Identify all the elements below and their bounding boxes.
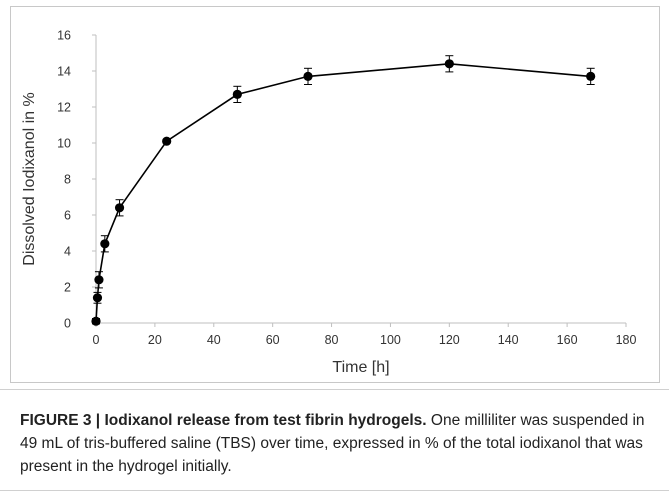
x-ticks: 0 20 40 60 80 100 120 140 160 180 xyxy=(93,323,637,347)
y-tick-label: 10 xyxy=(57,137,71,151)
x-tick-label: 60 xyxy=(266,333,280,347)
series-polyline xyxy=(95,62,591,322)
y-tick-label: 16 xyxy=(57,29,71,43)
x-tick-label: 140 xyxy=(498,333,519,347)
series-line xyxy=(95,62,591,322)
y-tick-label: 0 xyxy=(64,317,71,331)
data-point xyxy=(92,293,103,303)
data-point xyxy=(91,316,101,326)
y-tick-label: 6 xyxy=(64,209,71,223)
data-point xyxy=(232,89,242,99)
y-ticks: 0 2 4 6 8 10 12 14 16 xyxy=(57,29,96,331)
figure-caption-text: One milliliter was suspended in 49 mL of… xyxy=(20,412,645,475)
y-tick-label: 14 xyxy=(57,65,71,79)
x-tick-label: 180 xyxy=(616,333,637,347)
data-point xyxy=(114,203,125,213)
y-tick-label: 12 xyxy=(57,101,71,115)
y-tick-label: 4 xyxy=(64,245,71,259)
caption-divider xyxy=(0,389,669,390)
x-tick-label: 160 xyxy=(557,333,578,347)
data-point xyxy=(100,239,110,249)
chart-frame xyxy=(10,6,660,383)
error-bars xyxy=(92,55,595,325)
figure-title: Iodixanol release from test fibrin hydro… xyxy=(100,412,427,429)
x-tick-label: 0 xyxy=(93,333,100,347)
x-tick-label: 120 xyxy=(439,333,460,347)
chart: 0 2 4 6 8 10 12 14 16 0 20 40 60 80 100 120 140 160 180 T… xyxy=(21,29,637,377)
x-tick-label: 20 xyxy=(148,333,162,347)
figure-label: FIGURE 3 | xyxy=(20,412,101,429)
x-tick-label: 100 xyxy=(380,333,401,347)
y-tick-label: 2 xyxy=(64,281,71,295)
data-point xyxy=(94,275,104,285)
y-axis-label: Dissolved Iodixanol in % xyxy=(21,92,38,265)
x-axis-label: Time [h] xyxy=(332,359,389,376)
x-tick-label: 40 xyxy=(207,333,221,347)
figure-caption: FIGURE 3 | Iodixanol release from test f… xyxy=(20,409,650,478)
x-tick-label: 80 xyxy=(325,333,339,347)
data-point xyxy=(586,71,596,81)
data-point xyxy=(162,136,172,146)
data-point xyxy=(444,59,454,69)
data-points xyxy=(91,59,596,326)
y-tick-label: 8 xyxy=(64,173,71,187)
data-point xyxy=(303,71,313,81)
